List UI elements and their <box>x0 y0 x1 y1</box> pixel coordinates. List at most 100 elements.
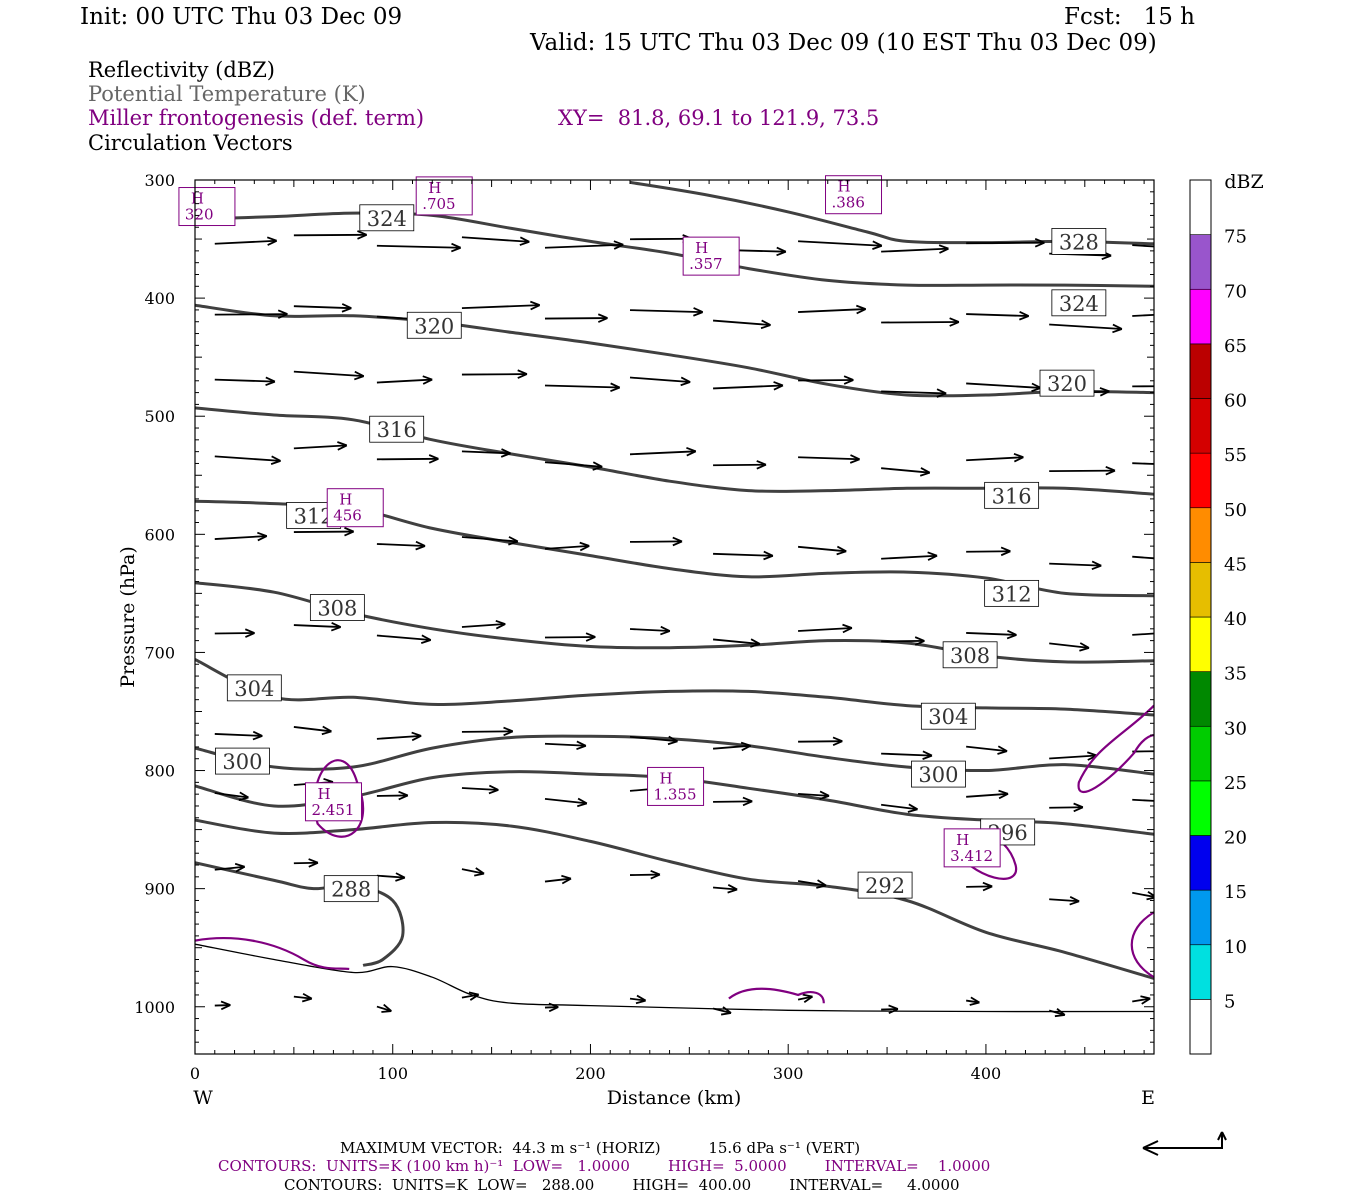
circulation-vector <box>1048 1008 1066 1018</box>
circulation-vector <box>461 536 519 546</box>
circulation-vector <box>461 991 480 1001</box>
circulation-vector <box>376 242 462 253</box>
isentrope-label: 316 <box>377 418 417 442</box>
colorbar-tick-label: 55 <box>1224 445 1247 466</box>
colorbar-swatch <box>1189 343 1212 399</box>
circulation-vector <box>544 313 608 323</box>
svg-text:H: H <box>428 179 441 197</box>
svg-text:3.412: 3.412 <box>950 847 993 865</box>
isentrope-label-box <box>942 641 998 669</box>
x-end-label-east: E <box>1141 1087 1155 1109</box>
circulation-vector <box>461 726 514 737</box>
circulation-vector <box>293 441 348 451</box>
svg-text:H: H <box>317 785 330 803</box>
circulation-vector <box>966 311 1030 321</box>
miller-high-label: H.386 <box>825 175 883 215</box>
svg-text:456: 456 <box>333 507 362 525</box>
circulation-vector <box>881 551 938 561</box>
surface-pressure-line <box>195 943 1154 1013</box>
circulation-vector <box>712 319 771 330</box>
circulation-vector <box>629 446 697 457</box>
legend-potential-temperature: Potential Temperature (K) <box>88 82 366 106</box>
circulation-vector <box>376 454 439 464</box>
circulation-vector <box>713 460 767 470</box>
circulation-vector <box>461 448 511 458</box>
circulation-vector <box>376 540 426 551</box>
circulation-vector <box>629 625 671 636</box>
circulation-vector <box>966 996 980 1006</box>
isentrope-label-box <box>309 594 365 621</box>
isentrope-label: 300 <box>222 750 262 774</box>
footer-max-vector: MAXIMUM VECTOR: 44.3 m s⁻¹ (HORIZ) 15.6 … <box>340 1139 861 1157</box>
circulation-vector <box>713 381 784 391</box>
circulation-vector <box>712 1006 732 1016</box>
isentrope-label-box <box>920 702 976 730</box>
miller-high-label: H3.412 <box>943 828 1001 868</box>
colorbar-tick-label: 25 <box>1224 773 1247 794</box>
circulation-vector <box>544 541 590 552</box>
circulation-vector <box>1132 385 1154 388</box>
y-tick-label: 500 <box>144 407 175 426</box>
circulation-vector <box>293 303 352 313</box>
isentrope-label-box <box>857 871 913 899</box>
circulation-vector <box>966 745 1008 755</box>
circulation-vector <box>881 750 933 760</box>
isentrope-label: 304 <box>928 705 968 729</box>
circulation-vector <box>376 731 422 742</box>
circulation-vector <box>1049 751 1098 761</box>
y-tick-label: 400 <box>144 289 175 308</box>
isentrope-label: 308 <box>317 597 357 621</box>
colorbar-tick-label: 50 <box>1224 500 1247 521</box>
circulation-vector <box>630 234 693 244</box>
circulation-vector <box>881 803 918 813</box>
svg-text:.705: .705 <box>422 195 455 213</box>
colorbar-swatch <box>1189 671 1212 727</box>
circulation-vector <box>881 244 949 254</box>
circulation-vector <box>1049 642 1090 652</box>
circulation-vector <box>798 375 854 385</box>
footer-theta-contours: CONTOURS: UNITS=K LOW= 288.00 HIGH= 400.… <box>284 1176 960 1194</box>
circulation-vector <box>214 1000 231 1011</box>
isentrope-label-box <box>226 674 282 702</box>
colorbar-tick-label: 65 <box>1224 336 1247 357</box>
colorbar-swatch <box>1189 889 1212 946</box>
svg-text:H: H <box>695 239 708 257</box>
circulation-vector <box>798 304 867 315</box>
colorbar-swatch <box>1189 780 1212 836</box>
isentrope-label: 312 <box>992 582 1032 606</box>
y-tick-label: 900 <box>144 880 175 899</box>
circulation-vector <box>1049 560 1102 571</box>
circulation-vector <box>293 992 313 1003</box>
legend-xy-section: XY= 81.8, 69.1 to 121.9, 73.5 <box>558 106 880 130</box>
colorbar-swatch <box>1189 507 1212 563</box>
isentrope-label: 300 <box>918 763 958 787</box>
footer-miller-contours: CONTOURS: UNITS=K (100 km h)⁻¹ LOW= 1.00… <box>218 1157 991 1175</box>
miller-high-label: H.705 <box>415 176 473 216</box>
isentrope-label: 328 <box>1059 230 1099 254</box>
x-tick-label: 0 <box>190 1064 200 1083</box>
circulation-vector <box>713 796 753 807</box>
circulation-vector <box>293 858 319 868</box>
isentrope-label-box <box>984 579 1040 607</box>
isentrope-label-box <box>1051 228 1107 255</box>
circulation-vector <box>712 638 761 648</box>
circulation-vector <box>798 790 830 801</box>
circulation-vector <box>798 736 843 747</box>
circulation-vector <box>797 993 814 1004</box>
isentrope-label-box <box>911 760 966 788</box>
circulation-vector <box>293 526 355 537</box>
circulation-vector <box>461 784 499 795</box>
circulation-vector <box>214 376 276 387</box>
circulation-vector <box>461 369 528 379</box>
isentrope-label-box <box>406 311 462 339</box>
circulation-vector <box>966 382 1042 393</box>
circulation-vector <box>881 467 931 477</box>
circulation-vector <box>214 531 268 542</box>
circulation-vector <box>376 872 406 882</box>
colorbar-swatch <box>1189 398 1212 454</box>
circulation-vector <box>966 546 1011 557</box>
circulation-vector <box>881 1004 899 1014</box>
circulation-vector <box>1049 323 1123 334</box>
circulation-vector <box>798 240 883 250</box>
colorbar-tick-label: 45 <box>1224 554 1247 575</box>
